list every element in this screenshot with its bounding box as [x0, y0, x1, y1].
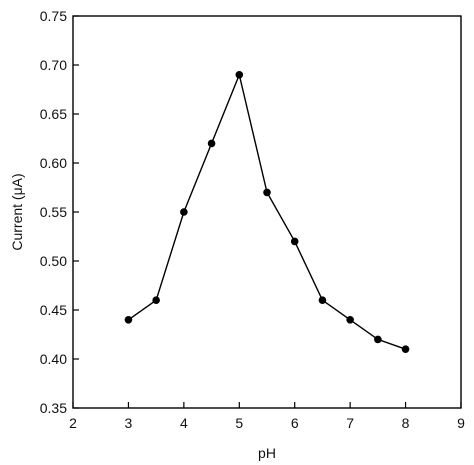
data-point [207, 139, 216, 148]
x-tick-label: 7 [346, 415, 354, 431]
y-tick-label: 0.35 [40, 400, 67, 416]
x-tick-label: 8 [402, 415, 410, 431]
x-tick-label: 6 [291, 415, 299, 431]
y-tick-label: 0.45 [40, 302, 67, 318]
x-tick-label: 2 [69, 415, 77, 431]
data-point [180, 208, 188, 216]
data-point [346, 316, 354, 324]
data-point [290, 237, 299, 246]
data-point [235, 71, 244, 79]
y-axis-label: Current (μA) [9, 173, 25, 250]
y-tick-label: 0.65 [40, 106, 67, 122]
x-tick-label: 5 [235, 415, 243, 431]
data-point [374, 335, 382, 344]
x-axis-ticks: 2 3 4 5 6 7 8 9 [69, 402, 465, 431]
y-tick-label: 0.70 [40, 57, 67, 73]
x-tick-label: 3 [125, 415, 133, 431]
y-axis-ticks: 0.35 0.40 0.45 0.50 0.55 0.60 0.65 0.70 0.75 [40, 8, 79, 416]
x-tick-label: 4 [180, 415, 188, 431]
data-point [152, 296, 160, 305]
y-tick-label: 0.60 [40, 155, 67, 171]
data-point [124, 316, 133, 324]
data-point [401, 345, 410, 354]
x-tick-label: 9 [457, 415, 465, 431]
series-layer [124, 71, 410, 354]
data-point [263, 188, 271, 197]
y-tick-label: 0.75 [40, 8, 67, 24]
x-axis-label: pH [258, 445, 276, 461]
y-tick-label: 0.40 [40, 351, 67, 367]
y-tick-label: 0.55 [40, 204, 67, 220]
series-line [128, 72, 406, 350]
y-tick-label: 0.50 [40, 253, 67, 269]
data-point [318, 296, 327, 305]
